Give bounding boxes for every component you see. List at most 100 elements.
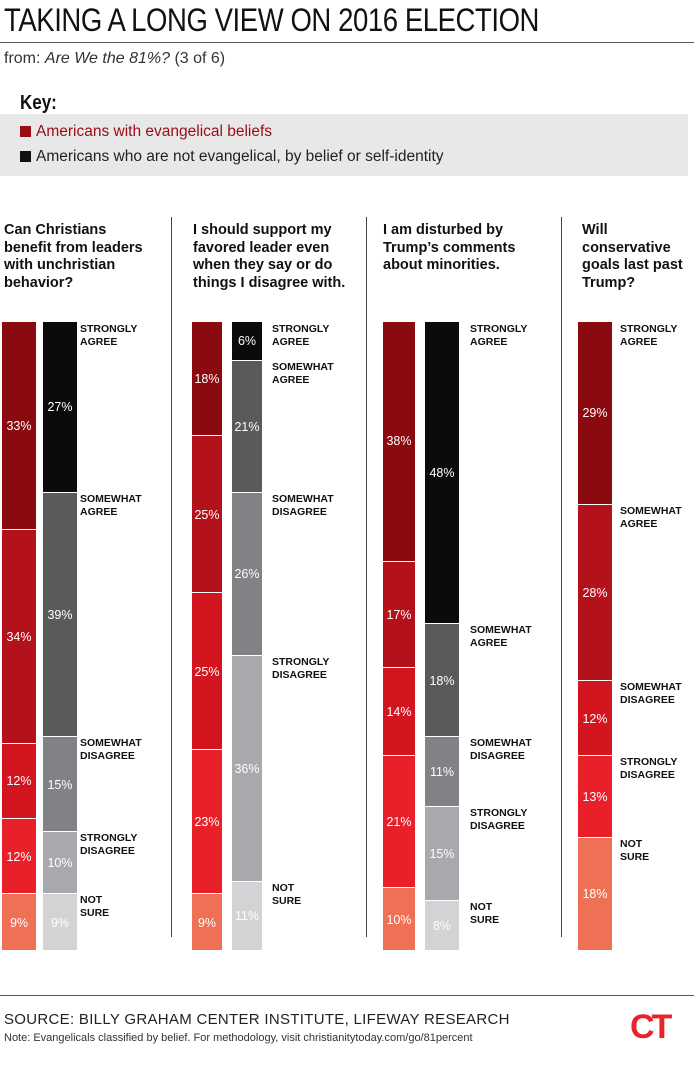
bar-value-label: 23% [194, 815, 220, 830]
bar-segment-4-evangelical-strongly-agree: 29% [578, 322, 612, 505]
title-rule [0, 42, 694, 43]
category-label-4-somewhat-disagree: SOMEWHAT DISAGREE [620, 680, 682, 706]
category-label-3-somewhat-disagree: SOMEWHAT DISAGREE [470, 737, 532, 763]
bar-value-label: 33% [6, 418, 32, 433]
panel-divider-3 [561, 217, 562, 937]
bar-segment-3-non-evangelical-strongly-disagree: 15% [425, 805, 459, 900]
bar-segment-1-non-evangelical-strongly-agree: 27% [43, 322, 77, 492]
bar-value-label: 34% [6, 629, 32, 644]
bar-value-label: 14% [386, 705, 412, 720]
bar-segment-3-evangelical-not-sure: 10% [383, 887, 415, 950]
bar-segment-2-non-evangelical-not-sure: 11% [232, 880, 262, 950]
bar-segment-4-evangelical-somewhat-disagree: 12% [578, 679, 612, 756]
bar-segment-4-evangelical-somewhat-agree: 28% [578, 504, 612, 680]
bar-value-label: 26% [234, 567, 260, 582]
key-box [0, 114, 688, 176]
bar-value-label: 9% [197, 915, 217, 930]
bar-segment-3-evangelical-strongly-agree: 38% [383, 322, 415, 561]
ct-logo: CT [630, 1008, 672, 1046]
bar-segment-1-evangelical-somewhat-agree: 34% [2, 529, 36, 743]
bar-value-label: 18% [194, 371, 220, 386]
footer-rule [0, 995, 694, 996]
category-label-3-strongly-disagree: STRONGLY DISAGREE [470, 806, 528, 832]
bar-value-label: 21% [386, 815, 412, 830]
category-label-4-strongly-agree: STRONGLY AGREE [620, 323, 678, 348]
category-label-3-strongly-agree: STRONGLY AGREE [470, 323, 528, 348]
panel-divider-2 [366, 217, 367, 937]
bar-segment-1-non-evangelical-somewhat-disagree: 15% [43, 736, 77, 831]
bar-value-label: 10% [386, 912, 412, 927]
bar-value-label: 21% [234, 419, 260, 434]
bar-value-label: 48% [429, 465, 455, 480]
subtitle-work: Are We the 81%? [44, 50, 170, 67]
key-non-evangelical: Americans who are not evangelical, by be… [20, 148, 444, 166]
bar-segment-1-evangelical-strongly-agree: 33% [2, 322, 36, 530]
note-text: Note: Evangelicals classified by belief.… [4, 1032, 473, 1044]
key-evangelical-label: Americans with evangelical beliefs [36, 123, 273, 140]
page-title: TAKING A LONG VIEW ON 2016 ELECTION [4, 2, 540, 38]
panel-4-question: Will conservative goals last past Trump? [582, 222, 683, 291]
evangelical-swatch-icon [20, 126, 31, 137]
bar-segment-4-evangelical-not-sure: 18% [578, 836, 612, 950]
bar-segment-3-evangelical-strongly-disagree: 21% [383, 755, 415, 888]
category-label-2-strongly-agree: STRONGLY AGREE [272, 323, 330, 348]
subtitle: from: Are We the 81%? (3 of 6) [4, 50, 225, 68]
category-label-2-not-sure: NOT SURE [272, 881, 302, 907]
bar-segment-3-non-evangelical-strongly-agree: 48% [425, 322, 459, 624]
bar-segment-3-non-evangelical-not-sure: 8% [425, 899, 459, 950]
bar-segment-1-evangelical-not-sure: 9% [2, 893, 36, 950]
bar-segment-3-non-evangelical-somewhat-agree: 18% [425, 623, 459, 737]
category-label-4-somewhat-agree: SOMEWHAT AGREE [620, 505, 682, 531]
bar-value-label: 18% [429, 673, 455, 688]
bar-segment-1-non-evangelical-not-sure: 9% [43, 893, 77, 950]
bar-value-label: 9% [50, 915, 70, 930]
bar-value-label: 12% [6, 849, 32, 864]
category-label-2-somewhat-agree: SOMEWHAT AGREE [272, 360, 334, 386]
bar-segment-2-evangelical-not-sure: 9% [192, 893, 222, 950]
panel-2-question: I should support my favored leader even … [193, 222, 346, 291]
bar-value-label: 11% [234, 909, 260, 924]
bar-value-label: 12% [6, 774, 32, 789]
bar-segment-2-evangelical-somewhat-agree: 25% [192, 435, 222, 593]
category-label-4-strongly-disagree: STRONGLY DISAGREE [620, 756, 678, 782]
bar-segment-2-non-evangelical-somewhat-disagree: 26% [232, 491, 262, 655]
bar-segment-1-non-evangelical-somewhat-agree: 39% [43, 491, 77, 737]
bar-value-label: 13% [582, 790, 608, 805]
non-evangelical-swatch-icon [20, 151, 31, 162]
bar-segment-2-non-evangelical-strongly-agree: 6% [232, 322, 262, 360]
category-label-3-somewhat-agree: SOMEWHAT AGREE [470, 624, 532, 650]
bar-segment-2-evangelical-strongly-disagree: 23% [192, 749, 222, 894]
bar-value-label: 25% [194, 507, 220, 522]
bar-segment-4-evangelical-strongly-disagree: 13% [578, 755, 612, 837]
bar-value-label: 6% [237, 333, 257, 348]
bar-segment-2-evangelical-strongly-agree: 18% [192, 322, 222, 436]
category-label-1-not-sure: NOT SURE [80, 894, 110, 920]
bar-value-label: 12% [582, 711, 608, 726]
bar-value-label: 15% [47, 777, 73, 792]
bar-value-label: 39% [47, 608, 73, 622]
key-evangelical: Americans with evangelical beliefs [20, 123, 272, 141]
category-label-1-somewhat-disagree: SOMEWHAT DISAGREE [80, 737, 142, 763]
bar-value-label: 10% [47, 856, 73, 871]
bar-value-label: 17% [386, 608, 412, 622]
category-label-2-somewhat-disagree: SOMEWHAT DISAGREE [272, 492, 334, 518]
bar-segment-3-evangelical-somewhat-agree: 17% [383, 560, 415, 668]
panel-divider-1 [171, 217, 172, 937]
bar-segment-1-non-evangelical-strongly-disagree: 10% [43, 830, 77, 894]
bar-segment-2-non-evangelical-somewhat-agree: 21% [232, 359, 262, 492]
bar-value-label: 18% [582, 887, 608, 902]
category-label-1-strongly-disagree: STRONGLY DISAGREE [80, 831, 138, 857]
bar-segment-1-evangelical-somewhat-disagree: 12% [2, 742, 36, 819]
category-label-1-strongly-agree: STRONGLY AGREE [80, 323, 138, 348]
bar-value-label: 36% [234, 761, 260, 776]
bar-value-label: 27% [47, 399, 73, 414]
bar-value-label: 38% [386, 434, 412, 449]
subtitle-prefix: from: [4, 50, 45, 67]
bar-value-label: 9% [9, 915, 29, 930]
key-title: Key: [20, 92, 57, 114]
panel-3-question: I am disturbed by Trump’s comments about… [383, 222, 516, 273]
bar-segment-2-evangelical-somewhat-disagree: 25% [192, 592, 222, 750]
bar-value-label: 25% [194, 664, 220, 679]
bar-value-label: 8% [432, 918, 452, 933]
bar-value-label: 28% [582, 586, 608, 601]
